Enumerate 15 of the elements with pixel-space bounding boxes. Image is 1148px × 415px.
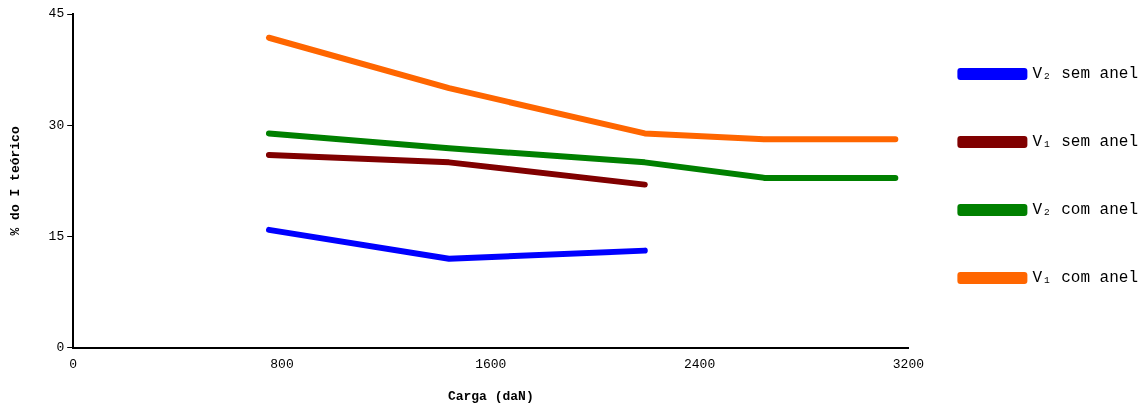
- x-tick-label: 2400: [683, 357, 716, 373]
- y-axis-title: % do I teórico: [8, 126, 24, 236]
- y-tick-label: 0: [56, 340, 65, 356]
- x-tick-label: 1600: [475, 357, 507, 373]
- x-tick-label: 800: [270, 357, 294, 373]
- x-axis-title: Carga (daN): [447, 389, 534, 405]
- legend-label: V₂ sem anel: [1032, 65, 1139, 84]
- legend-label: V₂ com anel: [1032, 201, 1139, 220]
- y-tick-label: 30: [48, 117, 65, 133]
- legend-label: V₁ com anel: [1032, 269, 1139, 288]
- y-tick-label: 45: [48, 6, 65, 22]
- x-tick-label: 0: [69, 357, 78, 373]
- x-tick-label: 3200: [892, 357, 924, 373]
- y-tick-label: 15: [48, 228, 65, 244]
- legend-label: V₁ sem anel: [1032, 133, 1139, 152]
